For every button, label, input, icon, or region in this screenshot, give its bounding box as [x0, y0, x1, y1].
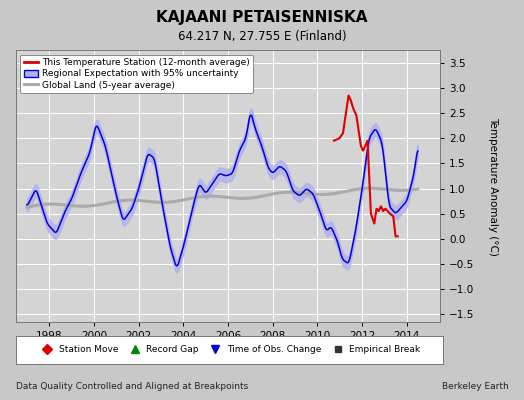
Legend: This Temperature Station (12-month average), Regional Expectation with 95% uncer: This Temperature Station (12-month avera… [20, 54, 253, 93]
Text: 64.217 N, 27.755 E (Finland): 64.217 N, 27.755 E (Finland) [178, 30, 346, 43]
Y-axis label: Temperature Anomaly (°C): Temperature Anomaly (°C) [488, 116, 498, 256]
Text: Data Quality Controlled and Aligned at Breakpoints: Data Quality Controlled and Aligned at B… [16, 382, 248, 391]
Text: KAJAANI PETAISENNISKA: KAJAANI PETAISENNISKA [156, 10, 368, 25]
Text: Berkeley Earth: Berkeley Earth [442, 382, 508, 391]
Legend: Station Move, Record Gap, Time of Obs. Change, Empirical Break: Station Move, Record Gap, Time of Obs. C… [36, 344, 422, 356]
